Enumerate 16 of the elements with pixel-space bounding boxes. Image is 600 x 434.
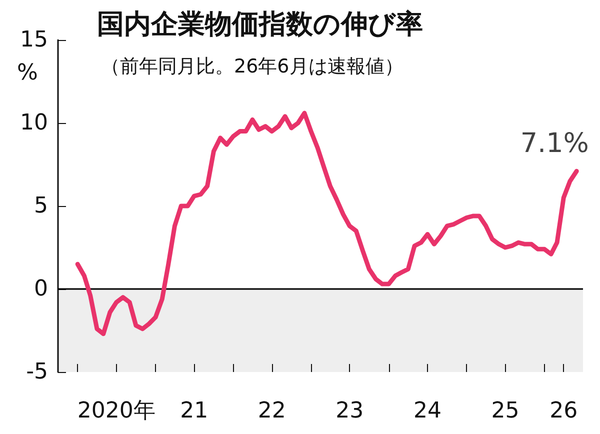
y-axis-title: % (17, 60, 38, 86)
y-tick-label: 10 (20, 110, 48, 136)
x-tick-label: 22 (258, 398, 286, 424)
x-tick-label: 25 (491, 398, 520, 424)
x-tick-label: 26 (550, 398, 578, 424)
x-tick-label: 21 (180, 398, 208, 424)
y-tick-label: 15 (20, 28, 48, 52)
annotation: 7.1% (520, 128, 589, 160)
x-tick-label: 24 (414, 398, 442, 424)
chart-title: 国内企業物価指数の伸び率 (97, 9, 423, 40)
y-tick-label: -5 (26, 360, 48, 384)
y-tick-label: 0 (34, 276, 48, 302)
y-tick-label: 5 (34, 194, 48, 218)
x-tick-label: 23 (336, 398, 364, 424)
x-tick-label: 2020年 (77, 398, 156, 424)
text: （前年同月比。26年6月は速報値） (101, 56, 404, 78)
